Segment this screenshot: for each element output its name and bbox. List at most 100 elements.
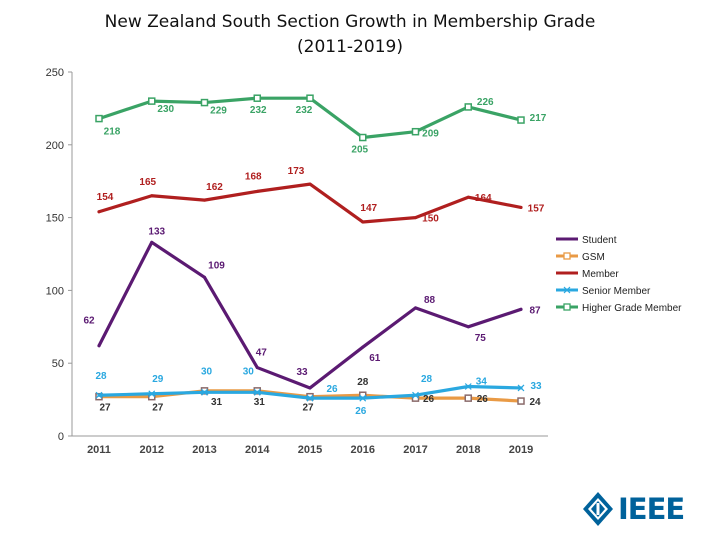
legend-label-gsm: GSM	[582, 252, 605, 263]
data-point-higher-grade-member	[306, 94, 314, 102]
data-label-higher-grade-member: 230	[157, 104, 174, 115]
data-label-senior-member: 26	[355, 406, 367, 417]
data-label-member: 162	[206, 182, 223, 193]
chart-title-line-1: New Zealand South Section Growth in Memb…	[104, 12, 596, 32]
data-label-senior-member: 34	[476, 376, 488, 387]
data-point-higher-grade-member	[359, 133, 367, 142]
data-label-student: 75	[475, 333, 487, 344]
data-label-higher-grade-member: 232	[250, 105, 267, 116]
data-label-member: 154	[97, 192, 114, 203]
data-label-gsm: 26	[477, 394, 489, 405]
data-point-student	[150, 240, 154, 244]
y-tick-label: 100	[46, 285, 64, 297]
chart-series	[95, 94, 525, 405]
data-point-higher-grade-member	[517, 116, 525, 124]
data-point-higher-grade-member	[253, 94, 261, 102]
data-label-senior-member: 26	[326, 384, 338, 395]
data-label-member: 173	[288, 166, 305, 177]
data-label-higher-grade-member: 217	[530, 113, 547, 124]
data-label-gsm: 31	[211, 397, 223, 408]
data-point-senior-member	[95, 391, 103, 399]
data-point-higher-grade-member	[148, 97, 156, 105]
data-point-member	[361, 220, 365, 224]
ieee-diamond-icon	[583, 492, 613, 526]
data-point-member	[308, 182, 312, 186]
data-label-senior-member: 30	[201, 366, 213, 377]
data-label-student: 133	[148, 226, 165, 237]
data-point-member	[519, 205, 523, 209]
data-point-student	[466, 325, 470, 329]
data-label-gsm: 27	[99, 403, 111, 414]
data-label-member: 164	[475, 193, 492, 204]
data-label-student: 87	[529, 305, 541, 316]
chart-axes: 0 50 100 150 200 250 2011 2012 2013 2014 2015 2016 2…	[46, 67, 548, 456]
x-tick-label: 2013	[192, 444, 216, 456]
legend-label-senior-member: Senior Member	[582, 286, 651, 297]
data-point-student	[203, 275, 206, 279]
y-tick-label: 50	[52, 358, 64, 370]
data-label-student: 61	[369, 353, 381, 364]
data-label-gsm: 26	[423, 394, 435, 405]
data-point-student	[361, 345, 365, 349]
data-label-gsm: 28	[357, 377, 369, 388]
data-label-senior-member: 29	[152, 374, 164, 385]
data-label-higher-grade-member: 218	[104, 127, 121, 138]
data-point-senior-member	[148, 390, 156, 398]
legend-marker-higher-grade-member	[563, 303, 571, 311]
legend-label-higher-grade-member: Higher Grade Member	[582, 303, 682, 314]
legend-label-student: Student	[582, 235, 617, 246]
data-point-member	[414, 216, 417, 220]
data-point-senior-member	[412, 391, 419, 399]
data-label-higher-grade-member: 209	[422, 129, 439, 140]
data-point-member	[466, 195, 470, 199]
y-tick-label: 150	[46, 213, 64, 225]
x-tick-label: 2018	[456, 444, 480, 456]
y-tick-label: 0	[58, 431, 64, 443]
data-point-member	[150, 194, 154, 198]
data-point-senior-member	[464, 383, 472, 390]
data-point-gsm	[464, 394, 472, 402]
data-point-member	[97, 210, 101, 214]
series-line-student	[97, 240, 523, 390]
data-point-gsm	[517, 397, 525, 405]
data-point-senior-member	[306, 394, 314, 402]
y-tick-label: 200	[46, 140, 64, 152]
data-point-student	[308, 386, 312, 390]
x-tick-label: 2016	[351, 444, 375, 456]
data-label-member: 147	[360, 203, 377, 214]
data-point-student	[414, 306, 417, 310]
data-label-higher-grade-member: 226	[477, 97, 494, 108]
chart-title: New Zealand South Section Growth in Memb…	[60, 10, 640, 60]
data-label-senior-member: 33	[530, 381, 542, 392]
x-tick-label: 2017	[403, 444, 427, 456]
chart-legend: Student GSM Member Senior Member Higher Grad…	[556, 235, 682, 314]
data-point-student	[97, 344, 101, 348]
data-label-higher-grade-member: 229	[210, 106, 227, 117]
ieee-logo-text: IEEE	[618, 492, 685, 526]
data-point-senior-member	[517, 384, 525, 392]
data-point-higher-grade-member	[95, 114, 103, 123]
data-label-member: 157	[528, 203, 545, 214]
data-label-senior-member: 28	[421, 374, 433, 385]
data-point-student	[519, 307, 523, 311]
data-label-member: 168	[245, 171, 262, 182]
x-tick-label: 2019	[509, 444, 533, 456]
data-label-higher-grade-member: 205	[351, 145, 368, 156]
legend-label-member: Member	[582, 269, 619, 280]
series-line-member	[97, 182, 523, 224]
x-tick-label: 2015	[298, 444, 322, 456]
data-label-student: 33	[296, 367, 308, 378]
x-tick-label: 2011	[87, 444, 111, 456]
data-label-student: 62	[83, 316, 95, 327]
chart-data-labels: 62 133 109 47 33 61 88 75 87 27 27 31 31 27 28 26 26 24 15…	[83, 97, 546, 417]
data-point-higher-grade-member	[411, 127, 420, 136]
data-point-senior-member	[359, 394, 367, 402]
data-point-member	[203, 198, 206, 202]
data-label-gsm: 27	[302, 403, 314, 414]
data-label-senior-member: 30	[243, 366, 255, 377]
legend-marker-senior-member	[563, 286, 571, 294]
data-point-student	[255, 366, 259, 370]
x-tick-label: 2012	[140, 444, 164, 456]
chart-title-line-2: (2011-2019)	[297, 37, 403, 57]
